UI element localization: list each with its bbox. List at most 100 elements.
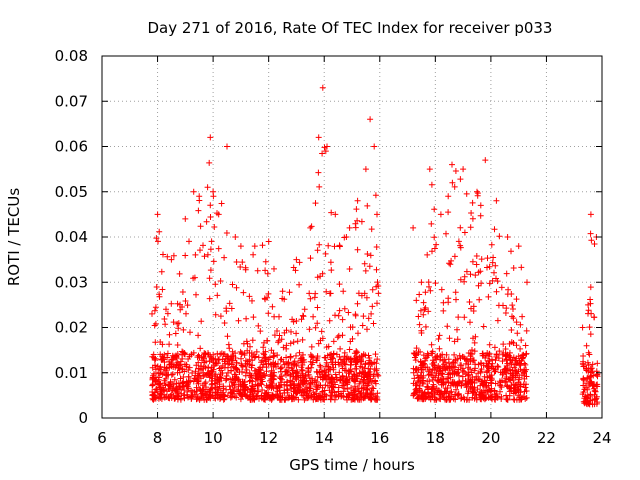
data-point <box>455 366 462 373</box>
data-point <box>463 268 470 275</box>
data-point <box>346 224 353 231</box>
data-point <box>212 384 219 391</box>
data-point <box>323 344 330 351</box>
data-point <box>177 358 184 365</box>
data-point <box>583 394 590 401</box>
data-point <box>212 311 219 318</box>
data-point <box>355 396 361 403</box>
data-point <box>374 300 380 307</box>
y-tick-label: 0.07 <box>55 92 88 110</box>
x-tick-label: 24 <box>592 429 611 447</box>
data-point <box>300 356 307 363</box>
data-point <box>451 338 458 345</box>
data-point <box>154 211 161 218</box>
data-point <box>353 365 360 372</box>
data-point <box>330 350 337 357</box>
data-point <box>496 233 503 240</box>
data-point <box>369 361 376 368</box>
data-point <box>255 322 262 329</box>
data-point <box>336 307 343 314</box>
x-tick-label: 14 <box>315 429 334 447</box>
data-point <box>593 368 600 375</box>
data-point <box>485 367 492 374</box>
data-point <box>500 350 507 356</box>
data-point <box>271 265 277 272</box>
data-point <box>591 391 598 398</box>
data-point <box>368 310 375 317</box>
data-point <box>477 382 484 389</box>
data-point <box>450 359 457 365</box>
data-point <box>232 234 239 240</box>
data-point <box>497 388 503 395</box>
data-point <box>316 362 323 369</box>
data-point <box>174 342 181 348</box>
data-point <box>324 376 331 382</box>
data-point <box>459 365 466 372</box>
data-point <box>353 206 360 213</box>
data-point <box>477 212 484 219</box>
data-point <box>249 395 256 402</box>
data-point <box>413 345 420 352</box>
data-point <box>494 317 501 324</box>
data-point <box>295 374 302 381</box>
data-point <box>189 370 196 376</box>
data-point <box>355 330 361 337</box>
data-point <box>261 351 268 358</box>
data-point <box>164 354 171 361</box>
data-point <box>235 383 242 390</box>
data-point <box>362 360 369 367</box>
data-point <box>478 256 485 263</box>
data-point <box>488 385 495 392</box>
data-point <box>345 370 352 377</box>
data-point <box>484 387 490 394</box>
data-point <box>509 357 516 364</box>
data-point <box>335 384 342 391</box>
data-point <box>293 368 300 375</box>
data-point <box>513 342 520 349</box>
data-point <box>348 384 355 391</box>
data-point <box>482 157 489 164</box>
data-point <box>336 369 343 376</box>
data-point <box>340 288 347 295</box>
data-point <box>243 369 249 376</box>
data-point <box>454 326 460 333</box>
data-point <box>199 391 206 398</box>
data-point <box>437 367 444 374</box>
data-point <box>449 161 455 168</box>
data-point <box>410 224 417 231</box>
data-point <box>179 348 186 355</box>
data-point <box>359 322 366 329</box>
data-point <box>308 343 315 350</box>
data-point <box>451 351 458 358</box>
data-point <box>223 353 230 360</box>
axis-ticks <box>101 55 603 419</box>
data-point <box>323 359 330 366</box>
data-point <box>275 339 282 346</box>
data-point <box>176 270 183 277</box>
data-point <box>467 319 473 326</box>
data-point <box>149 382 156 389</box>
data-point <box>471 357 477 364</box>
data-point <box>459 353 466 360</box>
data-point <box>448 257 455 264</box>
data-point <box>283 327 290 334</box>
data-point <box>193 291 199 298</box>
data-point <box>509 302 516 309</box>
data-point <box>425 372 432 378</box>
data-point <box>195 352 202 359</box>
data-point <box>446 363 453 370</box>
data-point <box>364 326 370 333</box>
data-point <box>420 311 427 318</box>
data-point <box>493 288 500 295</box>
data-point <box>498 384 505 391</box>
data-point <box>415 349 422 356</box>
data-point <box>164 253 171 260</box>
data-point <box>439 371 446 378</box>
data-point <box>212 355 219 362</box>
data-point <box>354 217 361 224</box>
data-point <box>588 310 595 317</box>
data-point <box>290 370 297 377</box>
data-point <box>309 359 316 366</box>
data-point <box>309 375 315 382</box>
data-point <box>177 306 184 313</box>
